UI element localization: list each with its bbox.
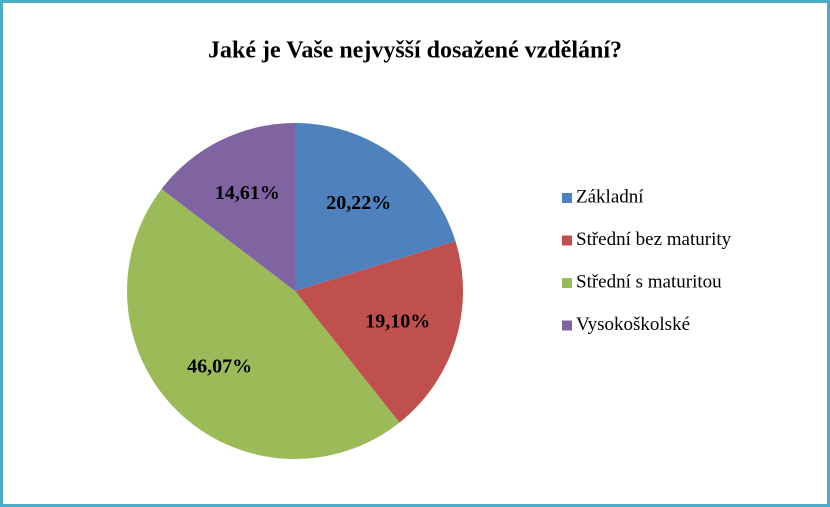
data-label: 46,07% xyxy=(187,355,252,377)
legend-label: Střední s maturitou xyxy=(576,271,722,292)
legend-label: Vysokoškolské xyxy=(576,314,690,335)
chart-title: Jaké je Vaše nejvyšší dosažené vzdělání? xyxy=(208,38,622,64)
legend-label: Střední bez maturity xyxy=(576,229,732,250)
legend-swatch xyxy=(562,278,572,288)
pie-slice xyxy=(295,123,456,291)
legend-label: Základní xyxy=(576,186,644,207)
pie-slice xyxy=(161,123,295,291)
data-label: 14,61% xyxy=(215,182,280,204)
data-label: 20,22% xyxy=(326,192,391,214)
legend-swatch xyxy=(562,235,572,246)
pie-slice xyxy=(126,188,400,460)
legend-swatch xyxy=(562,193,572,203)
legend-swatch xyxy=(562,320,572,331)
pie-slice xyxy=(295,241,464,423)
data-label: 19,10% xyxy=(365,310,430,332)
